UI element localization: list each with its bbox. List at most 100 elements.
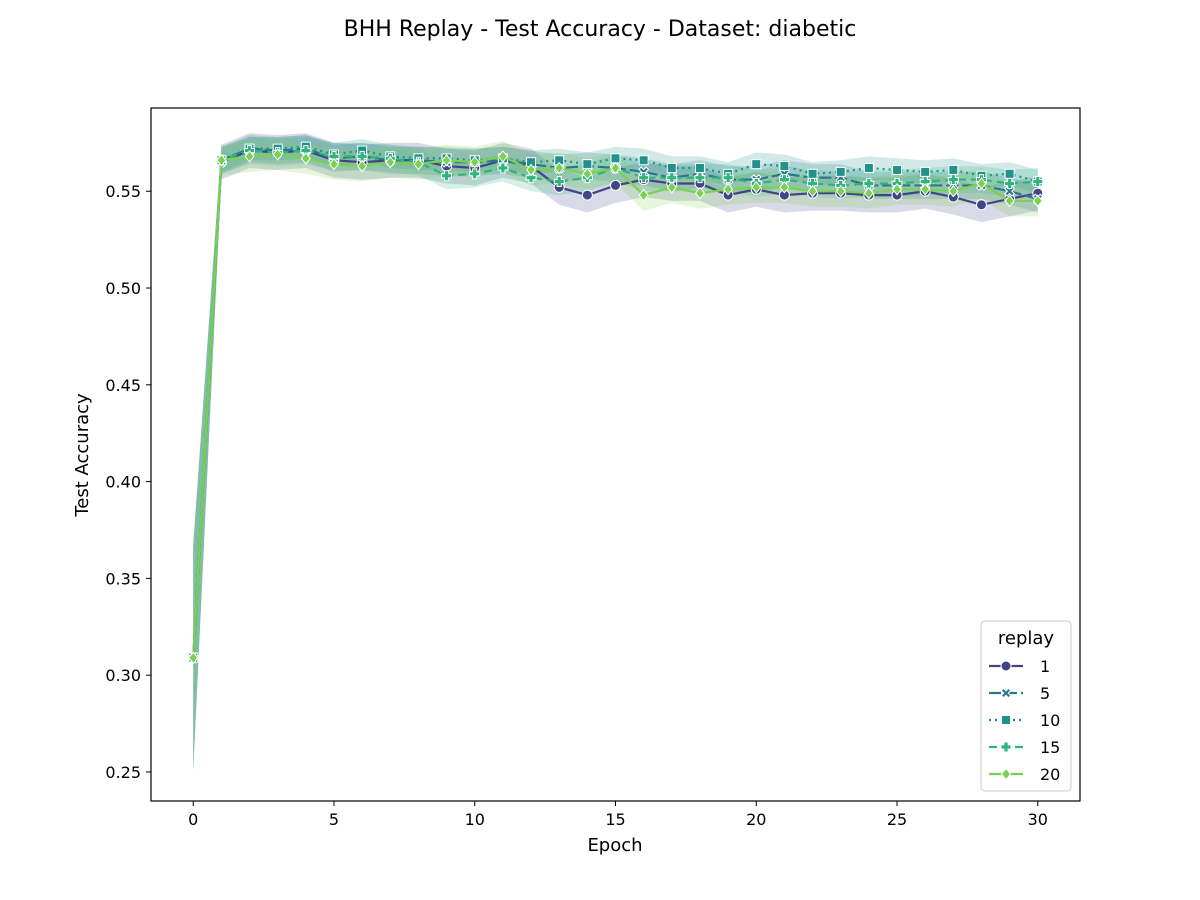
point-series-15-epoch-29	[1004, 177, 1016, 189]
point-series-15-epoch-9	[441, 170, 453, 182]
point-series-20-epoch-23	[835, 184, 846, 198]
y-tick-label: 0.50	[105, 279, 141, 298]
point-series-15-epoch-19	[722, 172, 734, 184]
point-series-20-epoch-30	[1032, 194, 1043, 208]
point-series-1-epoch-14	[581, 189, 593, 201]
y-tick-label: 0.35	[105, 569, 141, 588]
point-series-10-epoch-16	[638, 155, 649, 166]
x-tick-label: 5	[329, 810, 339, 829]
y-axis-label: Test Accuracy	[72, 393, 93, 518]
point-series-15-epoch-30	[1032, 176, 1044, 188]
point-series-20-epoch-16	[638, 188, 649, 202]
band-series-20	[193, 138, 1038, 771]
point-series-15-epoch-17	[666, 172, 678, 184]
y-tick-label: 0.45	[105, 376, 141, 395]
point-series-20-epoch-18	[694, 186, 705, 200]
point-series-20-epoch-3	[272, 148, 283, 161]
chart-title: BHH Replay - Test Accuracy - Dataset: di…	[344, 17, 857, 42]
point-series-15-epoch-13	[553, 176, 565, 188]
x-axis-label: Epoch	[587, 835, 642, 856]
point-series-20-epoch-27	[948, 184, 959, 198]
line-series-10	[192, 145, 1039, 658]
legend-label-20: 20	[1040, 765, 1060, 784]
legend-marker-10	[1001, 715, 1011, 725]
point-series-10-epoch-15	[610, 153, 621, 164]
point-series-10-epoch-20	[751, 159, 762, 170]
point-series-15-epoch-12	[525, 172, 537, 184]
point-series-20-epoch-2	[244, 150, 255, 163]
y-tick-label: 0.25	[105, 763, 141, 782]
point-series-10-epoch-23	[835, 166, 846, 177]
legend-label-10: 10	[1040, 711, 1060, 730]
point-series-20-epoch-4	[300, 152, 311, 165]
point-series-10-epoch-21	[779, 161, 790, 172]
line-series-20	[192, 153, 1038, 658]
point-series-20-epoch-11	[497, 150, 508, 163]
x-tick-label: 0	[188, 810, 198, 829]
point-series-10-epoch-18	[694, 163, 705, 174]
point-series-20-epoch-15	[610, 161, 621, 175]
point-series-10-epoch-24	[863, 163, 874, 174]
point-series-10-epoch-22	[807, 168, 818, 179]
point-series-10-epoch-14	[582, 159, 593, 170]
legend-marker-5	[1000, 687, 1012, 699]
point-series-15-epoch-27	[947, 174, 959, 186]
x-tick-label: 25	[887, 810, 907, 829]
band-series-5	[193, 135, 1038, 771]
plot-area	[187, 133, 1044, 771]
point-series-10-epoch-26	[920, 166, 931, 177]
line-series-15	[192, 149, 1038, 658]
point-series-20-epoch-29	[1004, 194, 1015, 208]
point-series-20-epoch-22	[807, 184, 818, 198]
x-tick-label: 30	[1028, 810, 1048, 829]
point-series-10-epoch-17	[666, 163, 677, 174]
point-series-20-epoch-8	[413, 157, 424, 171]
point-series-20-epoch-26	[920, 183, 931, 196]
point-series-20-epoch-12	[526, 163, 537, 177]
legend-label-1: 1	[1040, 657, 1050, 676]
point-series-15-epoch-11	[497, 162, 509, 174]
point-series-1-epoch-28	[975, 199, 987, 211]
point-series-15-epoch-18	[694, 172, 706, 184]
legend-label-5: 5	[1040, 684, 1050, 703]
legend-label-15: 15	[1040, 738, 1060, 757]
x-tick-label: 15	[605, 810, 625, 829]
point-series-20-epoch-28	[976, 177, 987, 190]
point-series-20-epoch-20	[751, 181, 762, 194]
point-series-20-epoch-9	[441, 153, 452, 167]
point-series-20-epoch-13	[554, 161, 565, 175]
point-series-10-epoch-29	[1004, 168, 1015, 179]
line-series-5	[192, 147, 1039, 658]
band-series-15	[193, 137, 1038, 771]
point-series-20-epoch-10	[469, 155, 480, 169]
band-series-10	[193, 135, 1038, 771]
point-series-20-epoch-0	[188, 651, 199, 665]
point-series-10-epoch-27	[948, 164, 959, 175]
point-series-20-epoch-5	[328, 157, 340, 171]
x-tick-label: 20	[746, 810, 766, 829]
x-tick-label: 10	[465, 810, 485, 829]
point-series-20-epoch-19	[723, 183, 734, 196]
y-tick-label: 0.55	[105, 182, 141, 201]
point-series-15-epoch-10	[469, 168, 481, 180]
y-tick-label: 0.30	[105, 666, 141, 685]
point-series-20-epoch-7	[385, 155, 396, 169]
plot-frame	[150, 107, 1081, 802]
point-series-10-epoch-25	[892, 164, 903, 175]
line-series-1	[192, 149, 1038, 658]
legend-marker-1	[1000, 660, 1012, 672]
legend-title: replay	[998, 628, 1055, 649]
point-series-1-epoch-15	[610, 179, 621, 191]
point-series-15-epoch-16	[638, 172, 650, 184]
point-series-20-epoch-17	[666, 181, 677, 194]
band-series-1	[193, 133, 1038, 771]
point-series-20-epoch-24	[863, 186, 874, 200]
point-series-20-epoch-25	[891, 183, 903, 196]
legend-marker-20	[1000, 767, 1012, 781]
point-series-20-epoch-1	[216, 153, 227, 167]
point-series-20-epoch-21	[779, 181, 790, 194]
y-tick-label: 0.40	[105, 473, 141, 492]
point-series-15-epoch-6	[356, 150, 368, 162]
